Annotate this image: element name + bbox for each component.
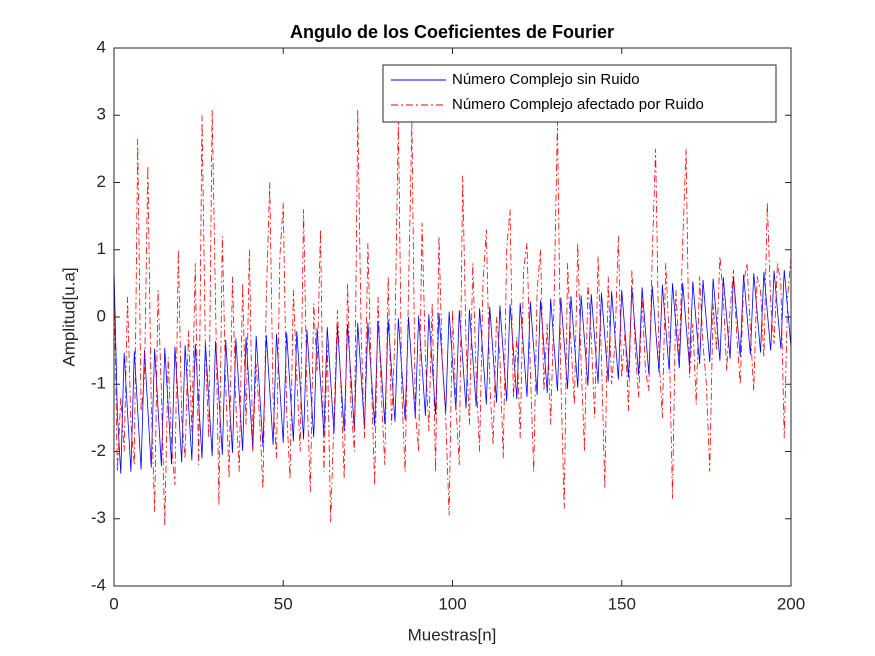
legend-label: Número Complejo afectado por Ruido bbox=[452, 96, 704, 113]
y-tick-label: -1 bbox=[91, 374, 106, 393]
axes-box bbox=[113, 47, 792, 587]
x-tick-label: 200 bbox=[777, 594, 805, 613]
x-tick-label: 50 bbox=[274, 594, 293, 613]
series-line bbox=[113, 109, 792, 526]
y-tick-label: 1 bbox=[97, 239, 106, 258]
x-tick-label: 0 bbox=[109, 594, 118, 613]
legend-label: Número Complejo sin Ruido bbox=[452, 71, 640, 88]
y-tick-label: -2 bbox=[91, 441, 106, 460]
x-tick-label: 100 bbox=[438, 594, 466, 613]
y-tick-label: 3 bbox=[97, 105, 106, 124]
y-tick-label: 2 bbox=[97, 172, 106, 191]
y-tick-label: 4 bbox=[97, 37, 106, 56]
legend: Número Complejo sin Ruido Número Complejo… bbox=[382, 64, 777, 123]
x-axis-label: Muestras[n] bbox=[408, 625, 497, 644]
series-line bbox=[113, 266, 792, 474]
y-axis-label: Amplitud[u.a] bbox=[59, 267, 78, 366]
legend-box bbox=[382, 64, 777, 123]
y-tick-label: -3 bbox=[91, 508, 106, 527]
y-tick-label: -4 bbox=[91, 575, 106, 594]
x-tick-label: 150 bbox=[608, 594, 636, 613]
chart-title: Angulo de los Coeficientes de Fourier bbox=[290, 22, 614, 42]
y-tick-label: 0 bbox=[97, 306, 106, 325]
